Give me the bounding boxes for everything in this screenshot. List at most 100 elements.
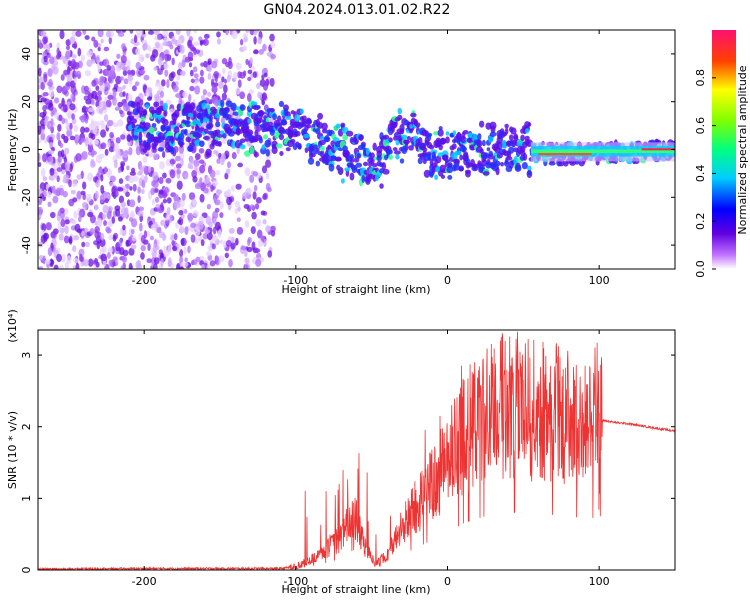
- spectrogram-noise-blob: [183, 246, 187, 255]
- spectrogram-noise-blob: [160, 252, 164, 259]
- spectrogram-signal-blob: [178, 137, 184, 144]
- spectrogram-signal-blob: [406, 135, 411, 141]
- spectrogram-signal-blob: [130, 101, 137, 109]
- snr-series-line: [38, 331, 675, 570]
- spectrogram-noise-blob: [87, 107, 95, 113]
- spectrogram-noise-blob: [92, 260, 96, 265]
- spectrogram-noise-blob: [108, 234, 114, 241]
- snr-axes: -200 -100 0 100 0 1 2 3: [20, 330, 675, 588]
- spectrogram-noise-blob: [70, 189, 76, 195]
- spectrogram-signal-blob: [144, 142, 151, 151]
- spectrogram-noise-blob: [197, 220, 204, 230]
- spectrogram-noise-blob: [46, 44, 51, 53]
- spectrogram-noise-blob: [249, 30, 255, 36]
- spectrogram-noise-blob: [143, 230, 148, 239]
- spectrogram-noise-blob: [256, 82, 261, 90]
- spectrogram-noise-blob: [184, 257, 188, 263]
- spectrogram-noise-blob: [47, 201, 52, 208]
- spectrogram-signal-blob: [187, 113, 194, 118]
- spectrogram-noise-blob: [218, 255, 225, 263]
- spectrogram-signal-blob: [422, 147, 428, 153]
- spectrogram-noise-blob: [207, 60, 212, 66]
- spectrogram-noise-blob: [38, 198, 43, 206]
- spectrogram-noise-blob: [163, 249, 170, 258]
- spectrogram-noise-blob: [143, 166, 149, 175]
- spectrogram-signal-blob: [220, 99, 225, 108]
- x-tick-label: 0: [444, 575, 451, 588]
- spectrogram-noise-blob: [117, 166, 122, 174]
- spectrogram-noise-blob: [150, 224, 156, 231]
- spectrogram-signal-blob: [355, 162, 363, 168]
- spectrogram-noise-blob: [154, 41, 160, 49]
- spectrogram-noise-blob: [147, 242, 151, 252]
- spectrogram-signal-blob: [461, 144, 466, 153]
- spectrogram-signal-blob: [245, 124, 250, 131]
- spectrogram-noise-blob: [188, 62, 193, 68]
- spectrogram-noise-blob: [226, 161, 232, 169]
- spectrogram-noise-blob: [68, 235, 73, 245]
- spectrogram-signal-blob: [315, 147, 320, 152]
- spectrogram-noise-blob: [77, 215, 82, 223]
- spectrogram-noise-blob: [57, 150, 63, 158]
- spectrogram-signal-blob: [478, 120, 485, 128]
- spectrogram-signal-blob: [527, 165, 532, 172]
- spectrogram-signal-blob: [505, 156, 513, 161]
- spectrogram-signal-blob: [372, 142, 377, 151]
- spectrogram-noise-blob: [152, 263, 158, 269]
- spectrogram-noise-blob: [79, 248, 85, 256]
- spectrogram-signal-blob: [483, 152, 489, 158]
- spectrogram-signal-blob: [266, 121, 274, 127]
- spectrogram-noise-blob: [234, 200, 241, 208]
- spectrogram-noise-blob: [198, 148, 205, 154]
- spectrogram-noise-blob: [192, 175, 198, 183]
- spectrogram-noise-blob: [218, 80, 224, 90]
- spectrogram-noise-blob: [137, 210, 144, 217]
- spectrogram-noise-blob: [261, 92, 267, 101]
- spectrogram-noise-blob: [46, 191, 52, 198]
- spectrogram-noise-blob: [38, 125, 42, 135]
- spectrogram-noise-blob: [254, 30, 260, 34]
- spectrogram-signal-blob: [205, 148, 212, 156]
- spectrogram-noise-blob: [267, 186, 272, 193]
- spectrogram-noise-blob: [95, 154, 102, 164]
- spectrogram-noise-blob: [178, 97, 183, 106]
- spectrogram-signal-blob: [185, 136, 191, 143]
- spectrogram-noise-blob: [63, 235, 70, 244]
- spectrogram-signal-blob: [465, 158, 471, 164]
- spectrogram-noise-blob: [86, 49, 93, 58]
- spectrogram-noise-blob: [38, 266, 44, 269]
- spectrogram-noise-blob: [148, 151, 154, 157]
- spectrogram-noise-blob: [122, 50, 127, 56]
- spectrogram-signal-blob: [319, 136, 325, 141]
- spectrogram-signal-blob: [157, 147, 165, 152]
- spectrogram-noise-blob: [97, 46, 101, 52]
- spectrogram-signal-blob: [504, 127, 509, 135]
- spectrogram-noise-blob: [128, 217, 134, 222]
- spectrogram-signal-blob: [202, 117, 210, 123]
- spectrogram-noise-blob: [99, 194, 105, 204]
- spectrogram-noise-blob: [107, 247, 113, 254]
- spectrogram-signal-blob: [446, 162, 453, 168]
- spectrogram-noise-blob: [107, 205, 113, 212]
- spectrogram-noise-blob: [161, 234, 167, 241]
- spectrogram-noise-blob: [93, 139, 99, 145]
- spectrogram-noise-blob: [172, 245, 178, 252]
- spectrogram-signal-blob: [403, 139, 411, 145]
- spectrogram-noise-blob: [115, 137, 121, 144]
- y-tick-label: 3: [20, 352, 33, 359]
- spectrogram-noise-blob: [63, 69, 69, 76]
- spectrogram-noise-blob: [143, 42, 148, 51]
- spectrogram-noise-blob: [97, 231, 102, 238]
- spectrogram-noise-blob: [87, 142, 94, 153]
- spectrogram-noise-blob: [187, 39, 193, 49]
- spectrogram-signal-blob: [477, 133, 482, 141]
- spectrogram-noise-blob: [97, 219, 103, 228]
- spectrogram-noise-blob: [164, 53, 169, 62]
- spectrogram-noise-blob: [50, 118, 54, 127]
- spectrogram-signal-blob: [393, 150, 401, 155]
- spectrogram-noise-blob: [71, 219, 77, 225]
- spectrogram-noise-blob: [58, 233, 64, 241]
- spectrogram-noise-blob: [53, 97, 60, 104]
- spectrogram-noise-blob: [166, 197, 172, 204]
- spectrogram-tail-peak: [641, 148, 675, 151]
